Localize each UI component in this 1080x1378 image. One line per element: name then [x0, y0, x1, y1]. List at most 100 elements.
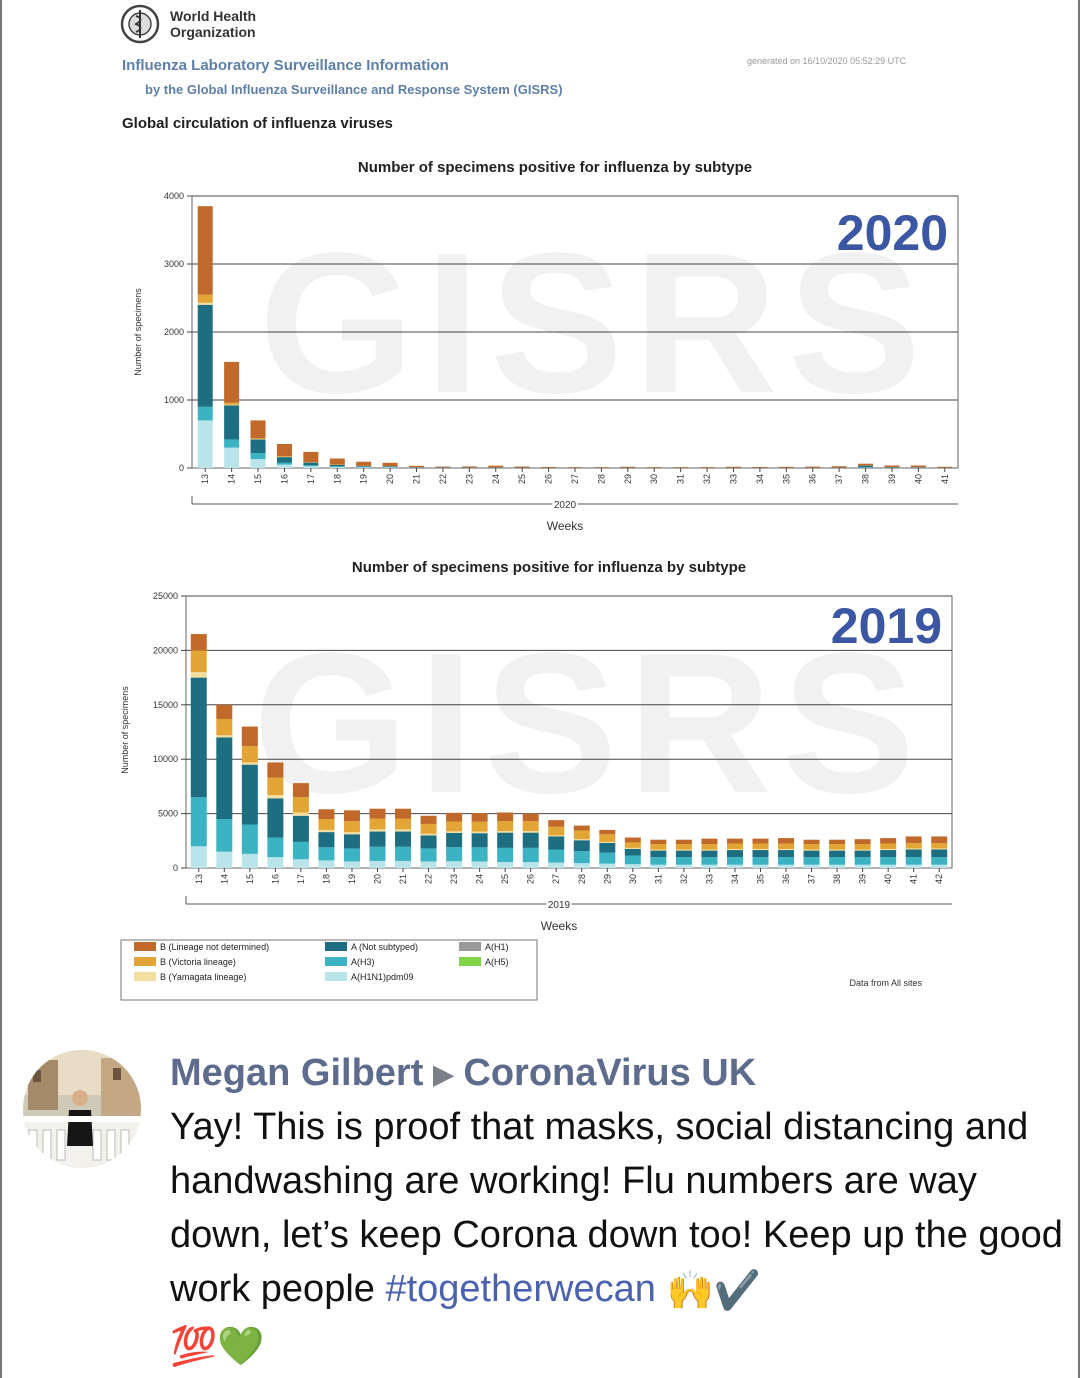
bar-segment — [624, 837, 641, 843]
x-tick-label: 14 — [227, 474, 237, 484]
bar-segment — [292, 815, 309, 842]
bar-segment — [190, 846, 207, 868]
bar-segment — [884, 465, 900, 467]
bar-segment — [931, 848, 948, 850]
bar-segment — [471, 813, 488, 822]
bar-segment — [267, 762, 284, 778]
bar-segment — [931, 842, 948, 849]
right-border — [1078, 0, 1080, 1378]
bar-segment — [292, 797, 309, 813]
bar-segment — [573, 863, 590, 868]
bar-segment — [573, 830, 590, 840]
bar-segment — [803, 864, 820, 868]
bar-segment — [216, 704, 233, 719]
bar-segment — [446, 847, 463, 862]
bar-segment — [497, 862, 514, 868]
bar-segment — [461, 466, 477, 468]
bar-segment — [675, 839, 692, 845]
bar-segment — [241, 824, 258, 854]
bar-segment — [318, 809, 335, 820]
bar-segment — [752, 850, 769, 858]
x-tick-label: 26 — [526, 874, 536, 884]
bar-segment — [803, 849, 820, 851]
bar-segment — [858, 463, 874, 466]
bar-segment — [931, 857, 948, 865]
bar-segment — [190, 650, 207, 673]
bar-segment — [624, 848, 641, 856]
bar-segment — [829, 857, 846, 865]
legend-label: A(H5) — [485, 957, 509, 967]
bar-segment — [752, 864, 769, 868]
x-tick-label: 25 — [517, 474, 527, 484]
bar-segment — [624, 842, 641, 848]
x-tick-label: 16 — [270, 874, 280, 884]
bar-segment — [420, 861, 437, 868]
bar-segment — [343, 848, 360, 862]
bar-segment — [395, 860, 412, 868]
bar-segment — [369, 846, 386, 861]
bar-segment — [224, 447, 240, 468]
x-tick-label: 34 — [755, 474, 765, 484]
bar-segment — [446, 832, 463, 848]
x-tick-label: 14 — [219, 874, 229, 884]
bar-segment — [267, 795, 284, 799]
bar-segment — [343, 832, 360, 835]
group-name-link[interactable]: CoronaVirus UK — [463, 1052, 757, 1094]
bar-segment — [241, 762, 258, 765]
author-name-link[interactable]: Megan Gilbert — [170, 1052, 424, 1094]
shared-image[interactable]: World Health Organization Influenza Labo… — [0, 0, 1080, 1030]
legend-label: A(H3) — [351, 957, 375, 967]
bar-segment — [190, 634, 207, 651]
bar-segment — [276, 443, 292, 457]
post-text: Yay! This is proof that masks, social di… — [170, 1100, 1070, 1374]
avatar-photo-icon — [23, 1050, 141, 1168]
bar-segment — [701, 850, 718, 858]
bar-segment — [829, 850, 846, 858]
bar-segment — [752, 857, 769, 865]
bar-segment — [905, 864, 922, 868]
legend-label: A(H1) — [485, 942, 509, 952]
bar-segment — [624, 847, 641, 849]
x-axis-label: Weeks — [547, 519, 583, 533]
bar-segment — [522, 831, 539, 833]
bar-segment — [778, 466, 794, 468]
x-tick-label: 20 — [385, 474, 395, 484]
hashtag-link[interactable]: #togetherwecan — [385, 1268, 656, 1310]
x-tick-label: 15 — [253, 474, 263, 484]
x-tick-label: 38 — [861, 474, 871, 484]
avatar[interactable] — [23, 1050, 141, 1168]
bar-segment — [831, 466, 847, 468]
bar-segment — [854, 864, 871, 868]
bar-segment — [752, 838, 769, 844]
bar-segment — [356, 466, 372, 467]
bar-segment — [675, 844, 692, 850]
x-group-label: 2019 — [548, 900, 571, 911]
bar-segment — [343, 821, 360, 833]
x-tick-label: 20 — [373, 874, 383, 884]
x-tick-label: 30 — [649, 474, 659, 484]
bar-segment — [522, 847, 539, 863]
bar-segment — [752, 848, 769, 851]
bar-segment — [701, 838, 718, 845]
bar-segment — [420, 835, 437, 849]
bar-segment — [854, 839, 871, 845]
x-tick-label: 28 — [577, 874, 587, 884]
arrow-right-icon: ▶ — [433, 1059, 454, 1090]
bar-segment — [803, 857, 820, 865]
bar-segment — [829, 864, 846, 868]
bar-segment — [216, 851, 233, 868]
bar-segment — [318, 832, 335, 848]
bar-segment — [829, 849, 846, 851]
x-axis-label: Weeks — [541, 919, 577, 933]
bar-segment — [548, 826, 565, 836]
bar-segment — [726, 864, 743, 868]
bar-segment — [931, 849, 948, 858]
bar-segment — [435, 466, 451, 468]
bar-segment — [190, 672, 207, 678]
bar-segment — [369, 818, 386, 830]
legend-label: A(H1N1)pdm09 — [351, 972, 414, 982]
bar-segment — [420, 815, 437, 824]
y-tick-label: 5000 — [158, 809, 178, 819]
bar-segment — [241, 853, 258, 868]
bar-segment — [356, 467, 372, 468]
